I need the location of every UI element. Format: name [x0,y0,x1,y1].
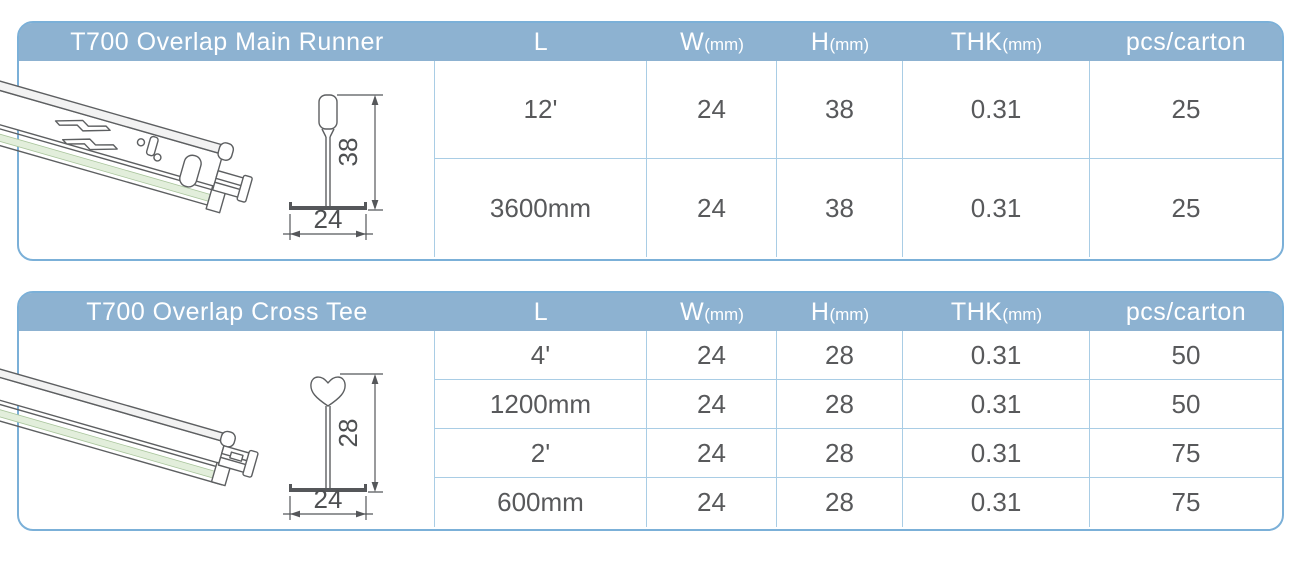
col-unit: (mm) [1002,34,1043,54]
cross-tee-3d-view [0,367,259,487]
col-header-width: W(mm) [647,298,777,327]
table-cell-thickness: 0.31 [903,331,1090,380]
table-cell-pcs: 50 [1090,331,1282,380]
table-cell-length: 1200mm [435,380,647,429]
col-header-pcs-carton: pcs/carton [1090,28,1282,57]
table-cell-pcs: 75 [1090,429,1282,478]
col-label: L [533,297,549,326]
table-cell-thickness: 0.31 [903,380,1090,429]
table-cell-width: 24 [647,478,777,527]
table-cell-length: 3600mm [435,159,647,257]
col-header-height: H(mm) [777,28,903,57]
table-cell-width: 24 [647,331,777,380]
table-cell-thickness: 0.31 [903,478,1090,527]
table-title: T700 Overlap Main Runner [70,27,384,56]
height-dimension-label: 38 [333,138,363,167]
cross-tee-illustration-cell: 28 24 [0,331,435,527]
col-header-length: L [435,298,647,327]
main-runner-illustration-cell: 38 24 [0,61,435,257]
col-label: pcs/carton [1125,27,1247,56]
table-cell-width: 24 [647,429,777,478]
col-label: pcs/carton [1125,297,1247,326]
table-cell-thickness: 0.31 [903,159,1090,257]
table-cell-height: 28 [777,478,903,527]
table-cell-length: 2' [435,429,647,478]
table-cell-height: 28 [777,429,903,478]
table-cell-length: 4' [435,331,647,380]
table-cell-length: 12' [435,61,647,159]
cross-tee-drawing: 28 24 [0,367,383,520]
table-cell-height: 38 [777,61,903,159]
cross-tee-table-body: 28 24 4' 24 28 0.31 50 1200mm 24 28 0.31… [0,331,1282,527]
width-dimension-label: 24 [314,204,343,234]
main-runner-cross-section: 38 24 [283,94,383,240]
col-unit: (mm) [1002,304,1043,324]
table-cell-pcs: 50 [1090,380,1282,429]
col-header-thickness: THK(mm) [903,298,1090,327]
table-cell-width: 24 [647,61,777,159]
main-runner-table-body: 38 24 12' 24 38 0.31 25 3600mm 24 38 0.3… [0,61,1282,257]
table-cell-pcs: 25 [1171,192,1201,223]
cross-tee-cross-section: 28 24 [283,373,383,520]
col-unit: (mm) [704,304,744,324]
col-label: W [680,297,705,326]
col-unit: (mm) [829,34,870,54]
table-cell-pcs: 25 [1090,61,1282,159]
col-header-width: W(mm) [647,28,777,57]
main-runner-table-header: T700 Overlap Main Runner L W(mm) H(mm) T… [19,23,1282,61]
table-cell-width: 24 [647,380,777,429]
col-label: L [533,27,549,56]
table-title: T700 Overlap Cross Tee [86,297,368,326]
table-cell-width: 24 [647,159,777,257]
col-unit: (mm) [829,304,870,324]
main-runner-spec-table: T700 Overlap Main Runner L W(mm) H(mm) T… [0,21,1284,261]
height-dimension-label: 28 [333,419,363,448]
col-unit: (mm) [704,34,744,54]
col-header-thickness: THK(mm) [903,28,1090,57]
table-cell-height: 28 [777,380,903,429]
table-cell-height: 28 [777,331,903,380]
table-cell-thickness: 0.31 [903,429,1090,478]
cross-tee-table-header: T700 Overlap Cross Tee L W(mm) H(mm) THK… [19,293,1282,331]
col-header-height: H(mm) [777,298,903,327]
col-label: H [810,297,830,326]
table-cell-pcs: 75 [1171,487,1201,517]
table-cell-thickness: 0.31 [903,61,1090,159]
table-cell-height: 38 [777,159,903,257]
col-header-length: L [435,28,647,57]
col-header-pcs-carton: pcs/carton [1090,298,1282,327]
main-runner-3d-view [0,79,253,214]
cross-tee-spec-table: T700 Overlap Cross Tee L W(mm) H(mm) THK… [0,291,1284,531]
col-label: THK [950,27,1003,56]
table-cell-length: 600mm [435,478,647,527]
width-dimension-label: 24 [314,484,343,514]
main-runner-drawing: 38 24 [0,79,383,240]
col-label: W [680,27,705,56]
col-label: THK [950,297,1003,326]
col-label: H [810,27,830,56]
